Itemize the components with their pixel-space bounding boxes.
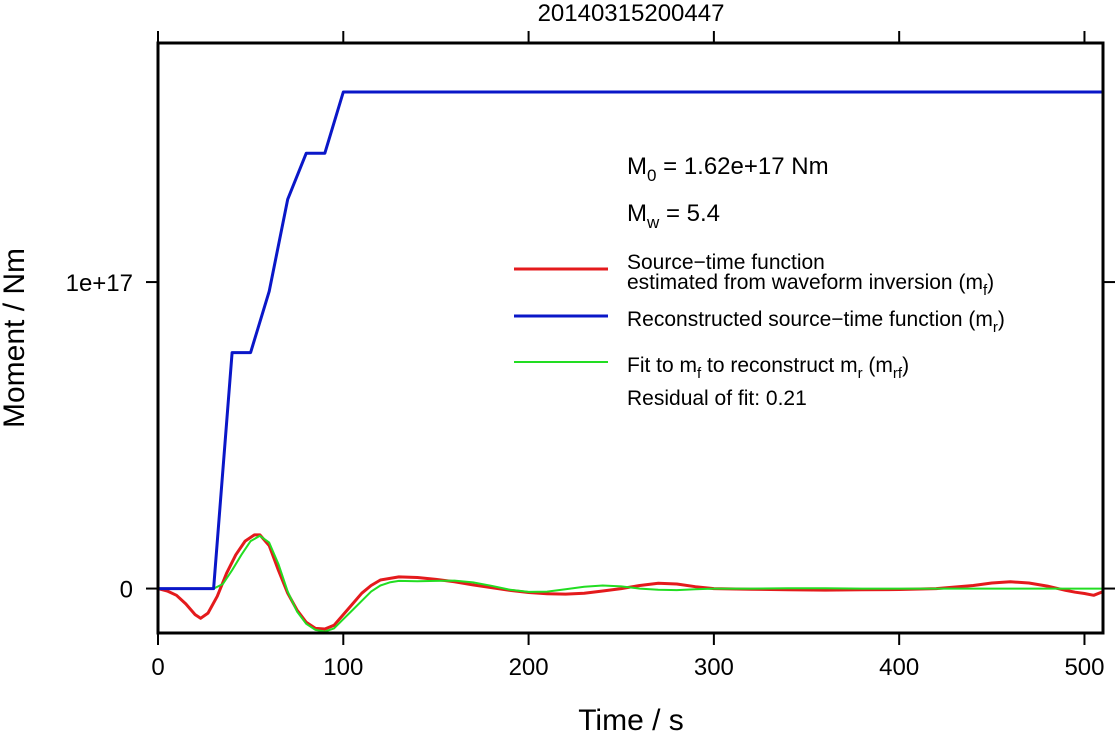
x-tick-label-5: 500 <box>1064 654 1104 681</box>
legend-mf-sub: f <box>983 282 988 299</box>
m0-pre: M <box>627 153 647 180</box>
m0-post: = 1.62e+17 Nm <box>656 153 828 180</box>
mw-post: = 5.4 <box>659 200 720 227</box>
legend-mrf-sub: f <box>697 365 702 382</box>
x-axis-title: Time / s <box>578 704 684 734</box>
x-tick-label-1: 100 <box>323 654 363 681</box>
legend: Source−time function estimated from wave… <box>514 251 1005 410</box>
x-tick-label-0: 0 <box>151 654 164 681</box>
series-line-2 <box>158 534 1103 633</box>
legend-mr-sub: r <box>993 319 998 336</box>
x-tick-label-4: 400 <box>879 654 919 681</box>
legend-mrf-sub3: rf <box>893 365 903 382</box>
mw-annotation: Mw = 5.4 <box>627 200 720 232</box>
m0-sub: 0 <box>647 166 656 185</box>
legend-mrf-mid: to reconstruct m <box>701 354 857 377</box>
legend-label-mr: Reconstructed source−time function (mr) <box>627 308 1005 336</box>
m0-annotation: M0 = 1.62e+17 Nm <box>627 153 829 185</box>
y-axis-title: Moment / Nm <box>0 248 31 428</box>
legend-mf-pre: estimated from waveform inversion (m <box>627 271 983 294</box>
legend-mrf-sub2: r <box>858 365 863 382</box>
x-tick-label-3: 300 <box>694 654 734 681</box>
y-tick-label-1: 1e+17 <box>66 270 133 297</box>
ticks-layer: 0 100 200 300 400 500 0 1e+17 <box>66 31 1115 681</box>
legend-mrf-mid2: (m <box>863 354 893 377</box>
legend-label-mf-line1: Source−time function <box>627 251 825 274</box>
legend-mr-post: ) <box>998 308 1005 331</box>
legend-label-mf-line2: estimated from waveform inversion (mf) <box>627 271 994 299</box>
y-tick-label-0: 0 <box>120 577 133 604</box>
plot-frame <box>156 41 1105 635</box>
annotations: M0 = 1.62e+17 Nm Mw = 5.4 <box>627 153 829 232</box>
legend-label-mrf: Fit to mf to reconstruct mr (mrf) <box>627 354 909 382</box>
residual-annotation: Residual of fit: 0.21 <box>627 387 807 410</box>
series-line-0 <box>158 90 1103 591</box>
mw-sub: w <box>646 213 660 232</box>
mw-pre: M <box>627 200 647 227</box>
legend-mf-post: ) <box>987 271 994 294</box>
legend-mrf-pre: Fit to m <box>627 354 697 377</box>
legend-mr-pre: Reconstructed source−time function (m <box>627 308 993 331</box>
legend-mrf-post: ) <box>902 354 909 377</box>
x-tick-label-2: 200 <box>509 654 549 681</box>
series-layer <box>157 90 1104 633</box>
chart-title: 20140315200447 <box>538 0 725 27</box>
